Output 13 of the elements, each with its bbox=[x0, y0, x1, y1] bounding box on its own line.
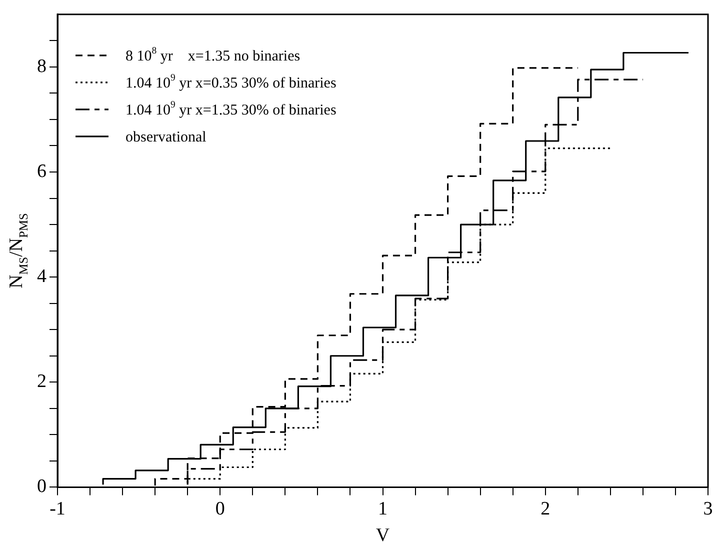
x-tick-label: -1 bbox=[50, 498, 66, 520]
y-axis-title: NMS/NPMS bbox=[6, 213, 31, 288]
x-axis-title: V bbox=[376, 525, 390, 544]
legend-label: observational bbox=[126, 129, 206, 146]
x-tick-label: 3 bbox=[703, 498, 713, 520]
y-tick-label: 0 bbox=[37, 476, 46, 498]
y-tick-label: 2 bbox=[37, 371, 46, 392]
y-tick-label: 8 bbox=[37, 56, 46, 77]
x-tick-label: 0 bbox=[215, 498, 225, 520]
y-tick-label: 4 bbox=[37, 266, 47, 288]
x-tick-label: 1 bbox=[378, 498, 388, 520]
y-tick-label: 6 bbox=[37, 160, 46, 182]
x-tick-label: 2 bbox=[540, 498, 550, 520]
